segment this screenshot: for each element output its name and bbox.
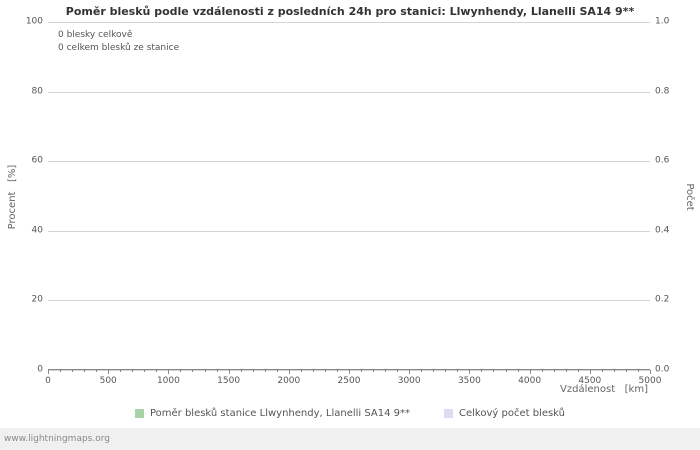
x-minor-tick [312, 370, 314, 372]
x-tick-label: 2500 [337, 376, 361, 386]
chart-annotations: 0 blesky celkově 0 celkem blesků ze stan… [58, 29, 179, 55]
x-minor-tick [240, 370, 242, 372]
x-minor-tick [96, 370, 98, 372]
legend-label-total-count: Celkový počet blesků [459, 408, 566, 419]
legend-swatch-lavender [444, 409, 453, 418]
x-major-tick [228, 370, 230, 374]
footer-site-text: www.lightningmaps.org [4, 434, 110, 444]
x-minor-tick [120, 370, 122, 372]
x-minor-tick [541, 370, 543, 372]
plot-area: 0 blesky celkově 0 celkem blesků ze stan… [26, 17, 670, 386]
gridline [48, 91, 650, 93]
x-minor-tick [300, 370, 302, 372]
legend-swatch-green [134, 409, 144, 418]
x-minor-tick [361, 370, 363, 372]
x-tick-label: 1500 [217, 376, 241, 386]
x-tick-label: 5000 [638, 376, 662, 386]
chart-title: Poměr blesků podle vzdálenosti z posledn… [65, 5, 635, 18]
x-minor-tick [481, 370, 483, 372]
x-minor-tick [192, 370, 194, 372]
x-minor-tick [373, 370, 375, 372]
y-left-tick-label: 40 [31, 225, 43, 236]
x-minor-tick [60, 370, 62, 372]
x-minor-tick [204, 370, 206, 372]
x-tick-label: 3000 [397, 376, 421, 386]
x-minor-tick [601, 370, 603, 372]
x-tick-label: 3500 [457, 376, 481, 386]
x-major-tick [108, 370, 110, 374]
x-minor-tick [252, 370, 254, 372]
y-left-tick-label: 100 [25, 16, 43, 27]
x-tick-label: 2000 [277, 376, 301, 386]
x-major-tick [168, 370, 170, 374]
x-major-tick [469, 370, 471, 374]
y-right-tick-label: 0.4 [655, 225, 670, 236]
x-major-tick [589, 370, 591, 374]
x-minor-tick [625, 370, 627, 372]
annotation-station-strikes: 0 celkem blesků ze stanice [58, 43, 180, 53]
gridline [48, 161, 650, 163]
y-left-axis-title: Procent [%] [7, 164, 18, 230]
gridline [48, 300, 650, 302]
x-tick-label: 0 [45, 376, 51, 386]
x-minor-tick [132, 370, 134, 372]
y-left-tick-label: 20 [31, 294, 43, 305]
x-axis-line [48, 369, 650, 370]
x-tick-label: 500 [99, 376, 117, 386]
x-major-tick [288, 370, 290, 374]
x-minor-tick [72, 370, 74, 372]
x-minor-tick [505, 370, 507, 372]
annotation-total-strikes: 0 blesky celkově [58, 30, 133, 40]
y-right-axis-title: Počet [684, 183, 695, 211]
x-minor-tick [517, 370, 519, 372]
y-right-tick-label: 0.6 [655, 155, 670, 166]
footer-bar: www.lightningmaps.org [0, 428, 700, 450]
x-minor-tick [445, 370, 447, 372]
legend-item-total-count: Celkový počet blesků [444, 408, 565, 419]
x-minor-tick [385, 370, 387, 372]
chart-legend: Poměr blesků stanice Llwynhendy, Llanell… [0, 408, 700, 419]
x-tick-label: 4000 [518, 376, 542, 386]
y-left-tick-label: 0 [37, 364, 43, 375]
x-minor-tick [553, 370, 555, 372]
x-tick-label: 4500 [578, 376, 602, 386]
x-minor-tick [457, 370, 459, 372]
x-major-tick [529, 370, 531, 374]
x-minor-tick [565, 370, 567, 372]
x-minor-tick [156, 370, 158, 372]
y-right-tick-label: 0.0 [655, 364, 670, 375]
x-minor-tick [433, 370, 435, 372]
legend-item-station-ratio: Poměr blesků stanice Llwynhendy, Llanell… [134, 408, 410, 419]
x-minor-tick [493, 370, 495, 372]
x-minor-tick [144, 370, 146, 372]
legend-label-station-ratio: Poměr blesků stanice Llwynhendy, Llanell… [149, 408, 410, 419]
x-minor-tick [264, 370, 266, 372]
x-major-tick [409, 370, 411, 374]
x-minor-tick [324, 370, 326, 372]
x-tick-label: 1000 [156, 376, 180, 386]
x-minor-tick [180, 370, 182, 372]
x-minor-tick [84, 370, 86, 372]
gridline [48, 230, 650, 232]
y-right-tick-label: 1.0 [655, 16, 670, 27]
x-minor-tick [397, 370, 399, 372]
x-minor-tick [421, 370, 423, 372]
y-right-tick-label: 0.8 [655, 86, 670, 97]
x-minor-tick [276, 370, 278, 372]
x-minor-tick [613, 370, 615, 372]
x-minor-tick [336, 370, 338, 372]
x-minor-tick [577, 370, 579, 372]
x-major-tick [650, 370, 651, 374]
x-minor-tick [216, 370, 218, 372]
x-major-tick [48, 370, 49, 374]
y-left-tick-label: 80 [31, 86, 43, 97]
x-minor-tick [637, 370, 639, 372]
x-axis-title: Vzdálenost [km] [560, 384, 648, 395]
gridline [48, 22, 650, 23]
y-right-tick-label: 0.2 [655, 294, 670, 305]
y-left-tick-label: 60 [31, 155, 43, 166]
x-major-tick [349, 370, 350, 374]
